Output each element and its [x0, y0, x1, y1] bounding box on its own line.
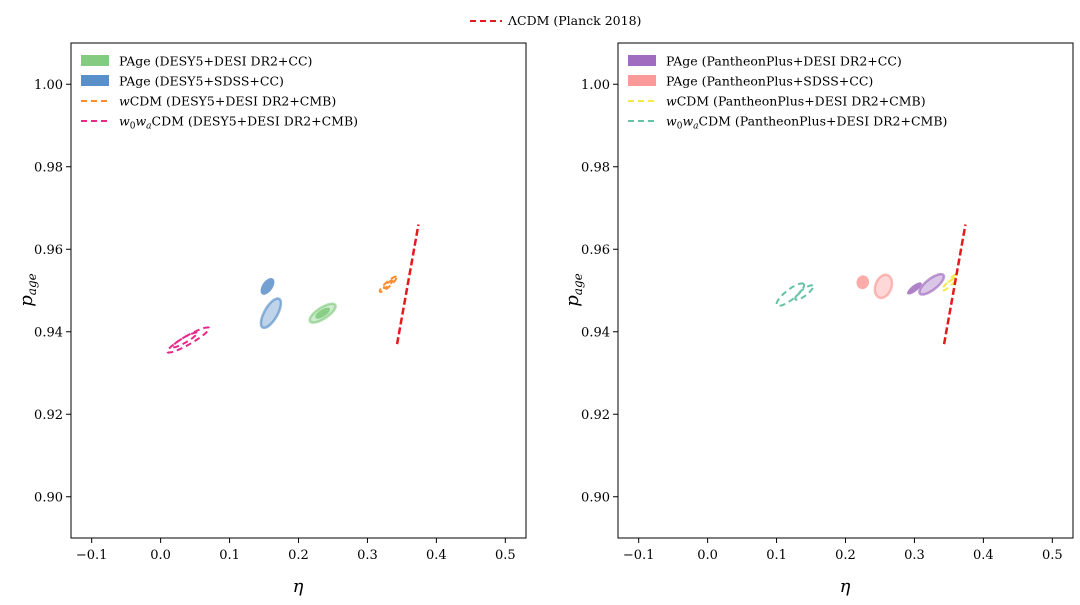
y-tick-label: 0.94 — [34, 325, 63, 340]
global-legend: ΛCDM (Planck 2018) — [470, 13, 641, 28]
x-tick-label: 0.0 — [150, 548, 171, 563]
x-tick-label: 0.2 — [835, 548, 856, 563]
w0wacdm-desy5-desi-dr2-cmb-contour-outer — [166, 326, 211, 354]
panel-right: −0.1 0.0 0.1 0.2 0.3 0.4 0.5 0.90 0.92 0.94 0.96 0.… — [562, 42, 1074, 597]
legend-label-w0wa: w0waCDM (DESY5+DESI DR2+CMB) — [119, 114, 358, 132]
wcdm-pantheonplus-desi-dr2-cmb-contour-inner — [947, 273, 958, 283]
y-tick-label: 0.90 — [581, 490, 610, 505]
y-tick-label: 0.96 — [581, 243, 610, 258]
wcdm-desy5-desi-dr2-cmb-contour-inner — [382, 279, 394, 290]
panel-left: −0.1 0.0 0.1 0.2 0.3 0.4 0.5 0.90 0.92 0.94 0.96 0.… — [16, 42, 527, 597]
x-tick-label: −0.1 — [76, 548, 108, 563]
x-tick-label: 0.4 — [973, 548, 994, 563]
y-tick-label: 1.00 — [581, 78, 610, 93]
y-tick-label: 0.96 — [34, 243, 63, 258]
plot-area-left — [166, 224, 420, 354]
w0wacdm-pantheonplus-desi-dr2-cmb-contour-inner — [794, 284, 814, 301]
w0wacdm-desy5-desi-dr2-cmb-contour-inner — [171, 331, 198, 349]
page-desy5-desi-dr2-cc-contour-inner — [315, 307, 330, 319]
y-tick-label: 0.90 — [34, 490, 63, 505]
y-tick-label: 0.98 — [581, 160, 610, 175]
x-tick-label: 0.2 — [288, 548, 309, 563]
x-axis-label-left: η — [293, 576, 304, 597]
legend-left: PAge (DESY5+DESI DR2+CC) PAge (DESY5+SDSS… — [81, 54, 358, 132]
w0wacdm-pantheonplus-desi-dr2-cmb-contour-outer — [775, 282, 806, 307]
x-tick-label: −0.1 — [623, 548, 655, 563]
page-desy5-sdss-cc-contour-outer — [259, 297, 283, 330]
y-tick-label: 0.94 — [581, 325, 610, 340]
legend-label-pp_wcdm: wCDM (PantheonPlus+DESI DR2+CMB) — [666, 94, 926, 109]
y-tick-label: 1.00 — [34, 78, 63, 93]
legend-label-pp_sdss_cc: PAge (PantheonPlus+SDSS+CC) — [666, 74, 873, 89]
global-legend-label: ΛCDM (Planck 2018) — [507, 13, 641, 28]
x-tick-label: 0.1 — [766, 548, 787, 563]
lcdm-planck-segment — [395, 224, 420, 345]
page-pantheonplus-desi-dr2-cc-contour-outer — [918, 272, 946, 296]
page-pantheonplus-sdss-cc-contour-outer — [873, 273, 894, 300]
legend-label-sdss_cc: PAge (DESY5+SDSS+CC) — [119, 74, 284, 89]
x-tick-label: 0.4 — [426, 548, 447, 563]
legend-label-pp_desi_cc: PAge (PantheonPlus+DESI DR2+CC) — [666, 54, 902, 69]
x-tick-label: 0.3 — [357, 548, 378, 563]
x-tick-label: 0.5 — [495, 548, 516, 563]
page-desy5-sdss-cc-contour-inner — [260, 278, 275, 295]
y-tick-label: 0.98 — [34, 160, 63, 175]
ticks-left: −0.1 0.0 0.1 0.2 0.3 0.4 0.5 0.90 0.92 0.94 0.96 0.… — [34, 78, 516, 563]
legend-swatch-pp_desi_cc — [628, 55, 656, 66]
legend-swatch-pp_sdss_cc — [628, 75, 656, 86]
legend-label-pp_w0wa: w0waCDM (PantheonPlus+DESI DR2+CMB) — [666, 114, 947, 132]
y-tick-label: 0.92 — [34, 408, 63, 423]
y-axis-label-right: page — [562, 273, 585, 306]
x-tick-label: 0.5 — [1042, 548, 1063, 563]
x-tick-label: 0.1 — [219, 548, 240, 563]
y-tick-label: 0.92 — [581, 408, 610, 423]
x-axis-label-right: η — [840, 576, 851, 597]
y-axis-label-left: page — [16, 273, 39, 306]
legend-right: PAge (PantheonPlus+DESI DR2+CC) PAge (Pan… — [628, 54, 947, 132]
plot-area-right — [775, 224, 967, 345]
x-tick-label: 0.3 — [904, 548, 925, 563]
x-tick-label: 0.0 — [697, 548, 718, 563]
legend-label-desi_cc: PAge (DESY5+DESI DR2+CC) — [119, 54, 312, 69]
lcdm-planck-segment — [942, 224, 967, 345]
legend-label-wcdm: wCDM (DESY5+DESI DR2+CMB) — [119, 94, 336, 109]
legend-swatch-desi_cc — [81, 55, 109, 66]
legend-swatch-sdss_cc — [81, 75, 109, 86]
page-pantheonplus-desi-dr2-cc-contour-inner — [907, 282, 922, 295]
page-pantheonplus-sdss-cc-contour-inner — [856, 275, 869, 290]
ticks-right: −0.1 0.0 0.1 0.2 0.3 0.4 0.5 0.90 0.92 0.94 0.96 0.… — [581, 78, 1063, 563]
wcdm-desy5-desi-dr2-cmb-contour-outer — [378, 275, 398, 293]
